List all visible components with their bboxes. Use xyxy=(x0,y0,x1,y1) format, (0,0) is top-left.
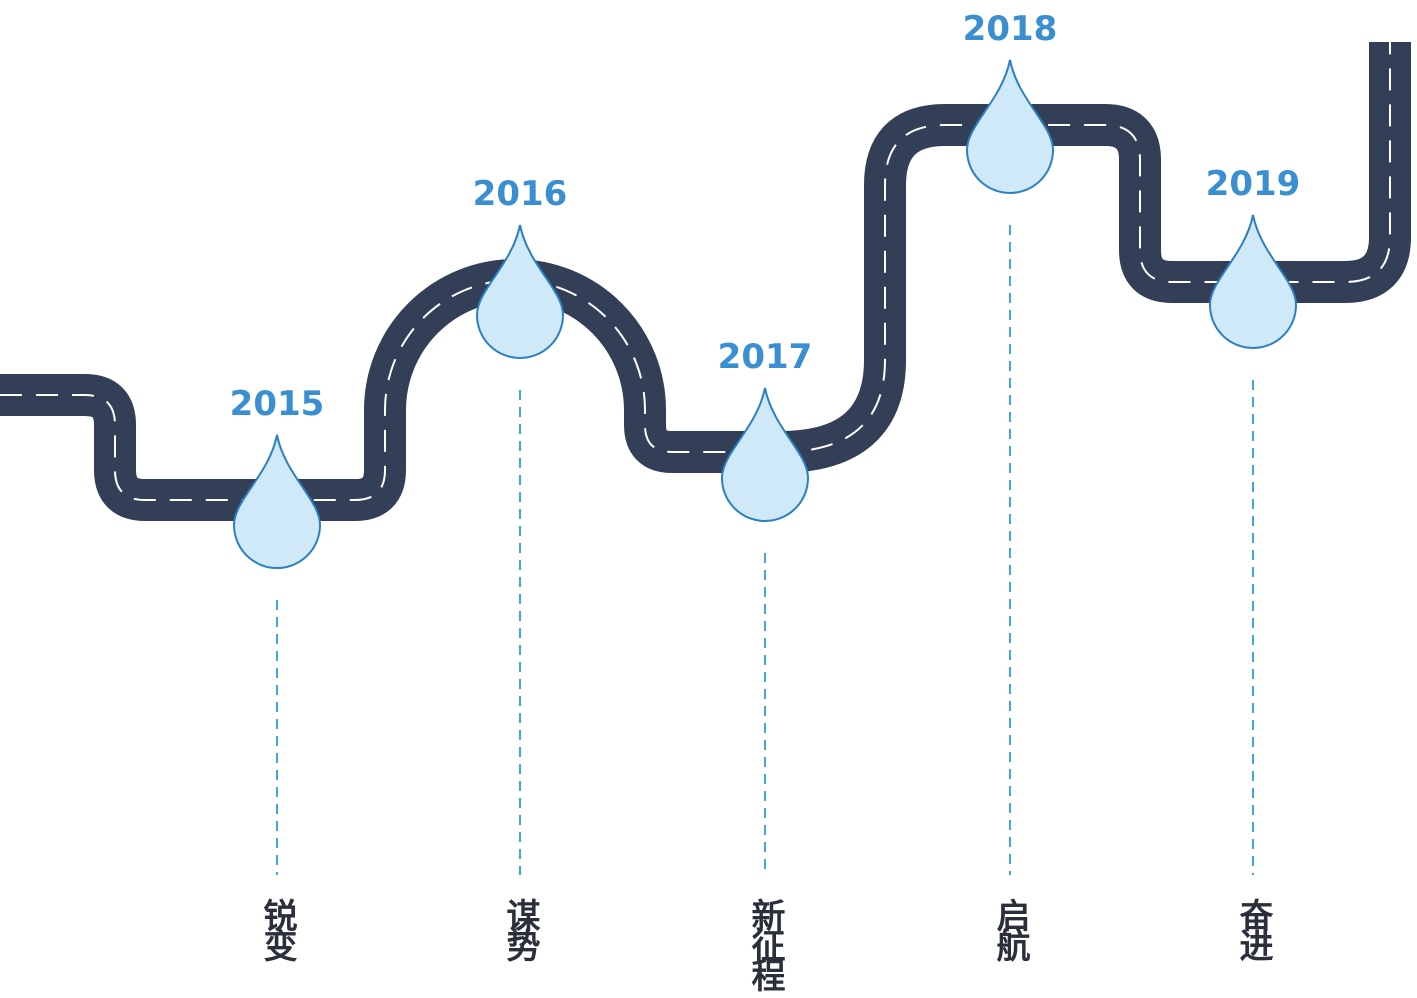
year: 2015 xyxy=(230,384,325,424)
drop xyxy=(722,388,808,521)
milestone-label: 新征程 xyxy=(747,898,783,988)
drop xyxy=(967,60,1053,193)
road-diagram: 2015 2016 2017 2018 2019 xyxy=(0,0,1417,998)
year: 2018 xyxy=(963,9,1058,49)
drop xyxy=(234,435,320,568)
timeline: 2015 2016 2017 2018 2019 锐变 谋势 新征程 启航 奋进 xyxy=(0,0,1417,998)
road-surface xyxy=(0,42,1390,500)
milestone-label: 锐变 xyxy=(259,898,295,958)
road xyxy=(0,42,1390,500)
year: 2017 xyxy=(718,337,813,377)
year: 2016 xyxy=(473,174,568,214)
milestone-label: 奋进 xyxy=(1235,898,1271,958)
milestone-label: 谋势 xyxy=(502,898,538,958)
drop xyxy=(1210,215,1296,348)
milestone-label: 启航 xyxy=(992,898,1028,958)
year: 2019 xyxy=(1206,164,1301,204)
drop xyxy=(477,225,563,358)
